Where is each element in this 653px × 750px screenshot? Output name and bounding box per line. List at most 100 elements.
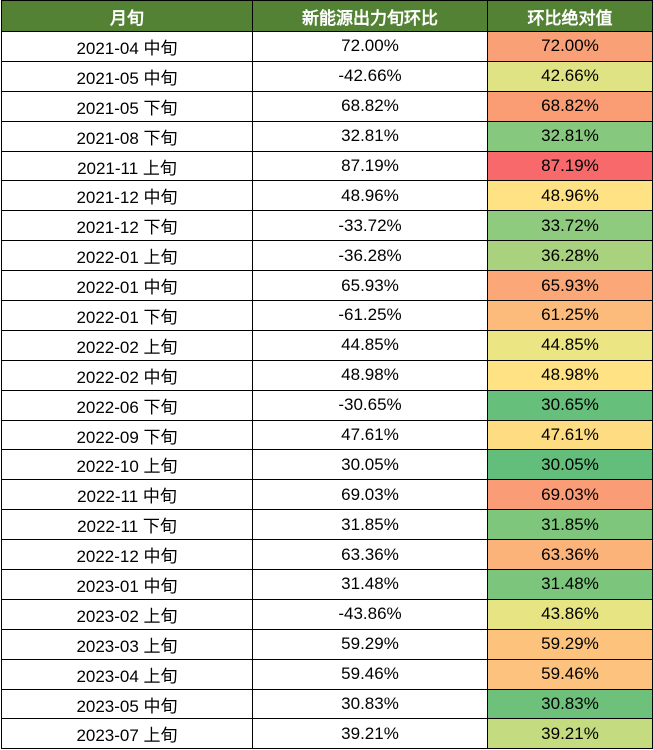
period-cell: 2021-12 中旬 — [1, 180, 253, 212]
table-row: 2022-11 下旬 31.85% 31.85% — [1, 509, 653, 541]
abs-ratio-cell: 30.83% — [487, 688, 653, 720]
table-row: 2022-12 中旬 63.36% 63.36% — [1, 539, 653, 571]
abs-ratio-cell: 30.65% — [487, 389, 653, 421]
ratio-cell: -30.65% — [252, 389, 488, 421]
abs-ratio-cell: 59.29% — [487, 628, 653, 660]
ratio-cell: 48.96% — [252, 180, 488, 212]
table-row: 2021-11 上旬 87.19% 87.19% — [1, 150, 653, 182]
period-cell: 2023-01 中旬 — [1, 569, 253, 600]
table-row: 2021-12 下旬 -33.72% 33.72% — [1, 210, 653, 242]
period-cell: 2022-11 下旬 — [1, 509, 253, 541]
ratio-cell: 59.46% — [252, 658, 488, 690]
ratio-cell: 30.83% — [252, 688, 488, 720]
period-cell: 2021-12 下旬 — [1, 210, 253, 242]
table-row: 2021-05 中旬 -42.66% 42.66% — [1, 60, 653, 92]
abs-ratio-cell: 65.93% — [487, 270, 653, 302]
table-row: 2022-02 上旬 44.85% 44.85% — [1, 329, 653, 361]
table-row: 2021-05 下旬 68.82% 68.82% — [1, 90, 653, 122]
ratio-cell: 69.03% — [252, 479, 488, 511]
ratio-cell: 63.36% — [252, 539, 488, 571]
abs-ratio-cell: 87.19% — [487, 150, 653, 182]
ratio-cell: -36.28% — [252, 240, 488, 272]
abs-ratio-cell: 61.25% — [487, 300, 653, 331]
abs-ratio-cell: 33.72% — [487, 210, 653, 242]
period-cell: 2021-08 下旬 — [1, 120, 253, 152]
ratio-cell: 30.05% — [252, 449, 488, 481]
table-row: 2023-01 中旬 31.48% 31.48% — [1, 569, 653, 600]
table-row: 2023-07 上旬 39.21% 39.21% — [1, 718, 653, 750]
table-row: 2023-02 上旬 -43.86% 43.86% — [1, 598, 653, 630]
abs-ratio-cell: 32.81% — [487, 120, 653, 152]
abs-ratio-cell: 48.98% — [487, 359, 653, 391]
period-cell: 2022-01 上旬 — [1, 240, 253, 272]
period-cell: 2022-06 下旬 — [1, 389, 253, 421]
ratio-cell: 47.61% — [252, 419, 488, 451]
ratio-cell: 59.29% — [252, 628, 488, 660]
ratio-cell: 39.21% — [252, 718, 488, 750]
table-row: 2022-10 上旬 30.05% 30.05% — [1, 449, 653, 481]
header-cell: 新能源出力旬环比 — [252, 0, 488, 32]
period-cell: 2023-04 上旬 — [1, 658, 253, 690]
table-row: 2022-01 中旬 65.93% 65.93% — [1, 270, 653, 302]
abs-ratio-cell: 31.48% — [487, 569, 653, 600]
abs-ratio-cell: 63.36% — [487, 539, 653, 571]
period-cell: 2021-11 上旬 — [1, 150, 253, 182]
ratio-cell: 31.85% — [252, 509, 488, 541]
period-cell: 2022-01 中旬 — [1, 270, 253, 302]
abs-ratio-cell: 36.28% — [487, 240, 653, 272]
table-row: 2021-04 中旬 72.00% 72.00% — [1, 31, 653, 62]
period-cell: 2023-03 上旬 — [1, 628, 253, 660]
abs-ratio-cell: 59.46% — [487, 658, 653, 690]
ratio-cell: 87.19% — [252, 150, 488, 182]
table-row: 2022-02 中旬 48.98% 48.98% — [1, 359, 653, 391]
table-row: 2023-05 中旬 30.83% 30.83% — [1, 688, 653, 720]
header-row: 月旬 新能源出力旬环比 环比绝对值 — [1, 0, 653, 32]
period-cell: 2021-04 中旬 — [1, 31, 253, 62]
period-cell: 2023-05 中旬 — [1, 688, 253, 720]
ratio-cell: -43.86% — [252, 598, 488, 630]
table-row: 2021-12 中旬 48.96% 48.96% — [1, 180, 653, 212]
period-cell: 2022-09 下旬 — [1, 419, 253, 451]
ratio-cell: 65.93% — [252, 270, 488, 302]
abs-ratio-cell: 69.03% — [487, 479, 653, 511]
table-row: 2021-08 下旬 32.81% 32.81% — [1, 120, 653, 152]
table-row: 2022-01 上旬 -36.28% 36.28% — [1, 240, 653, 272]
period-cell: 2022-02 中旬 — [1, 359, 253, 391]
period-cell: 2022-11 中旬 — [1, 479, 253, 511]
period-cell: 2021-05 中旬 — [1, 60, 253, 92]
period-cell: 2022-02 上旬 — [1, 329, 253, 361]
abs-ratio-cell: 68.82% — [487, 90, 653, 122]
abs-ratio-cell: 47.61% — [487, 419, 653, 451]
abs-ratio-cell: 72.00% — [487, 31, 653, 62]
ratio-cell: -42.66% — [252, 60, 488, 92]
table-row: 2022-06 下旬 -30.65% 30.65% — [1, 389, 653, 421]
period-cell: 2023-02 上旬 — [1, 598, 253, 630]
table-row: 2022-11 中旬 69.03% 69.03% — [1, 479, 653, 511]
table-row: 2023-04 上旬 59.46% 59.46% — [1, 658, 653, 690]
table-row: 2023-03 上旬 59.29% 59.29% — [1, 628, 653, 660]
ratio-cell: 31.48% — [252, 569, 488, 600]
ratio-cell: 48.98% — [252, 359, 488, 391]
header-cell: 月旬 — [1, 0, 253, 32]
abs-ratio-cell: 42.66% — [487, 60, 653, 92]
table-row: 2022-09 下旬 47.61% 47.61% — [1, 419, 653, 451]
ratio-cell: -61.25% — [252, 300, 488, 331]
period-cell: 2022-01 下旬 — [1, 300, 253, 331]
period-cell: 2022-10 上旬 — [1, 449, 253, 481]
ratio-cell: 32.81% — [252, 120, 488, 152]
abs-ratio-cell: 43.86% — [487, 598, 653, 630]
abs-ratio-cell: 44.85% — [487, 329, 653, 361]
abs-ratio-cell: 48.96% — [487, 180, 653, 212]
header-cell: 环比绝对值 — [487, 0, 653, 32]
period-cell: 2021-05 下旬 — [1, 90, 253, 122]
period-cell: 2023-07 上旬 — [1, 718, 253, 750]
abs-ratio-cell: 31.85% — [487, 509, 653, 541]
period-cell: 2022-12 中旬 — [1, 539, 253, 571]
ratio-cell: 68.82% — [252, 90, 488, 122]
ratio-cell: -33.72% — [252, 210, 488, 242]
ratio-cell: 72.00% — [252, 31, 488, 62]
abs-ratio-cell: 30.05% — [487, 449, 653, 481]
ratio-cell: 44.85% — [252, 329, 488, 361]
